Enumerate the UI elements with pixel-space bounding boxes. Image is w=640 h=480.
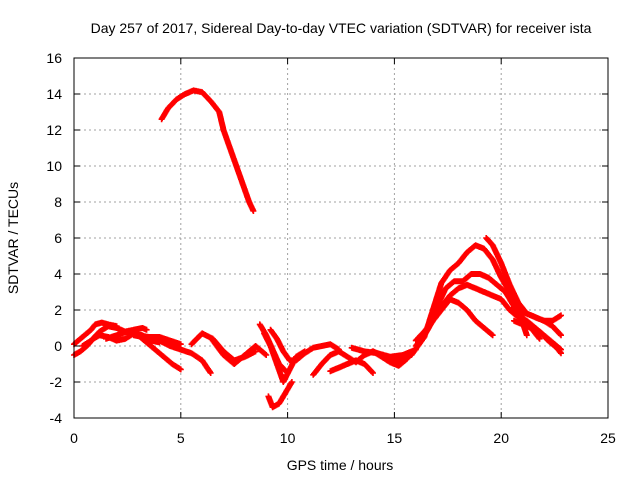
series-arc-m — [267, 326, 342, 364]
y-tick-label: 2 — [54, 302, 62, 318]
series-arc-l — [265, 379, 295, 411]
y-tick-label: 0 — [54, 338, 62, 354]
series-arc-w — [511, 317, 564, 357]
series-arc-o — [327, 357, 376, 376]
y-tick-label: 8 — [54, 194, 62, 210]
axis-ticks: 0 5 10 15 20 25 -4 -2 0 2 4 6 8 10 12 14 16 — [46, 50, 616, 446]
series-arc-h — [209, 337, 270, 367]
y-tick-label: -2 — [50, 374, 63, 390]
grid — [74, 58, 608, 418]
data-point-markers — [511, 317, 564, 357]
series-arc-i — [158, 87, 257, 214]
data-point-markers — [267, 326, 342, 364]
series-arc-f — [130, 332, 214, 376]
data-points — [71, 87, 564, 411]
data-point-markers — [412, 296, 496, 344]
x-tick-label: 10 — [280, 430, 296, 446]
x-tick-label: 15 — [387, 430, 403, 446]
data-point-markers — [130, 332, 214, 376]
y-tick-label: 6 — [54, 230, 62, 246]
y-tick-label: 14 — [46, 86, 62, 102]
y-tick-label: 12 — [46, 122, 62, 138]
series-arc-v — [506, 307, 564, 324]
data-point-markers — [209, 337, 270, 367]
x-axis-label: GPS time / hours — [287, 457, 394, 473]
x-tick-label: 0 — [70, 430, 78, 446]
series-arc-t — [412, 296, 496, 344]
y-tick-label: 10 — [46, 158, 62, 174]
y-tick-label: 4 — [54, 266, 62, 282]
data-point-markers — [158, 87, 257, 214]
x-tick-label: 5 — [177, 430, 185, 446]
data-point-markers — [506, 307, 564, 324]
y-axis-label: SDTVAR / TECUs — [5, 182, 21, 294]
data-point-markers — [327, 357, 376, 376]
y-tick-label: -4 — [50, 410, 63, 426]
y-tick-label: 16 — [46, 50, 62, 66]
chart-title: Day 257 of 2017, Sidereal Day-to-day VTE… — [91, 20, 592, 36]
x-tick-label: 20 — [493, 430, 509, 446]
x-tick-label: 25 — [600, 430, 616, 446]
data-point-markers — [265, 379, 295, 411]
